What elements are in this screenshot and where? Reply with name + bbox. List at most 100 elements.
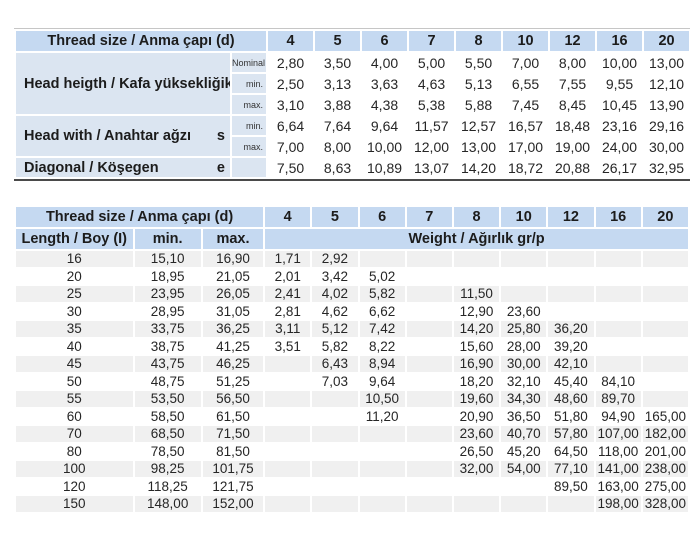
t2-length-cell: 16 [16,251,133,267]
table-row: 16 15,10 16,90 1,71 2,92 [16,251,688,267]
t2-weight-cell [406,303,452,319]
t2-weight-cell [501,286,547,302]
bolt-spec-sheet: Thread size / Anma çapı (d) 4 5 6 7 8 10 12 16 20… [14,28,691,514]
t1-value-cell: 29,16 [644,116,690,135]
t1-value-cell: 3,88 [315,95,361,114]
t2-weight-cell [359,443,405,459]
t1-value-cell: 8,63 [315,158,361,177]
t2-max-cell: 36,25 [202,321,264,337]
head-dimensions-table: Thread size / Anma çapı (d) 4 5 6 7 8 10 12 16 20… [14,29,691,179]
t2-weight-cell [406,268,452,284]
t2-weight-cell [548,268,594,284]
t2-weight-cell [548,303,594,319]
t2-weight-cell [453,496,500,512]
t2-weight-cell: 7,42 [359,321,405,337]
t2-min-cell: 33,75 [134,321,201,337]
table-row: Diagonal / Köşegen e 7,50 8,63 10,89 13,07 14,… [16,158,690,177]
t2-weight-cell [406,286,452,302]
t2-weight-cell [312,443,358,459]
row-group-label-text: Diagonal / Köşegen [24,159,159,176]
t2-diameter-header: 20 [642,207,688,227]
t1-value-cell: 5,88 [456,95,502,114]
t2-weight-cell [595,321,641,337]
t2-weight-cell [501,478,547,494]
t1-value-cell: 7,64 [315,116,361,135]
t2-weight-cell: 1,71 [265,251,311,267]
t1-diameter-header: 10 [503,31,549,51]
t2-weight-cell: 25,80 [501,321,547,337]
t1-value-cell: 26,17 [597,158,643,177]
table-row: 50 48,75 51,25 7,03 9,64 18,20 32,10 45,40 84,10 [16,373,688,389]
t2-weight-cell: 5,12 [312,321,358,337]
t1-value-cell: 13,00 [456,137,502,156]
t2-length-cell: 45 [16,356,133,372]
t1-sublabel: Nominal [232,53,267,72]
t2-weight-cell [359,461,405,477]
t2-weight-cell [406,443,452,459]
row-group-label-text: Head with / Anahtar ağzı [24,128,192,144]
t2-max-cell: 71,50 [202,426,264,442]
t2-weight-cell: 32,10 [501,373,547,389]
t1-value-cell: 12,10 [644,74,690,93]
t1-value-cell: 5,13 [456,74,502,93]
t2-diameter-header: 12 [548,207,594,227]
t1-value-cell: 20,88 [550,158,596,177]
t2-diameter-header: 16 [595,207,641,227]
t2-weight-cell [406,373,452,389]
t2-weight-cell: 4,02 [312,286,358,302]
t2-weight-cell [359,496,405,512]
t2-diameter-header: 10 [501,207,547,227]
t1-value-cell: 13,07 [409,158,455,177]
t1-value-cell: 4,38 [362,95,408,114]
row-group-symbol: e [216,159,225,176]
t1-value-cell: 8,00 [315,137,361,156]
t2-weight-cell: 2,41 [265,286,311,302]
t2-weight-cell [312,478,358,494]
t1-value-cell: 23,16 [597,116,643,135]
t2-weight-cell [501,268,547,284]
t2-weight-cell [312,391,358,407]
t1-value-cell: 16,57 [503,116,549,135]
t2-weight-cell: 54,00 [501,461,547,477]
t2-diameter-header: 8 [453,207,500,227]
t1-value-cell: 8,00 [550,53,596,72]
t1-value-cell: 7,50 [268,158,314,177]
row-group-symbol: k [224,75,230,92]
t2-weight-cell [548,496,594,512]
t2-weight-cell: 10,50 [359,391,405,407]
t1-value-cell: 9,55 [597,74,643,93]
t2-weight-cell [406,338,452,354]
t2-weight-cell: 32,00 [453,461,500,477]
t2-weight-cell: 6,62 [359,303,405,319]
t1-row-group-label-cell: Diagonal / Köşegen e [16,158,230,177]
t2-weight-cell: 5,02 [359,268,405,284]
t2-min-cell: 43,75 [134,356,201,372]
table-row: 80 78,50 81,50 26,50 45,20 64,50 118,00 201,00 [16,443,688,459]
row-group-symbol: s [216,128,225,144]
t2-max-cell: 46,25 [202,356,264,372]
t1-diameter-header: 7 [409,31,455,51]
t2-weight-cell [406,478,452,494]
t2-weight-cell [406,408,452,424]
t1-value-cell: 14,20 [456,158,502,177]
t2-weight-header: Weight / Ağırlık gr/p [265,229,688,249]
t2-min-header: min. [134,229,201,249]
t2-weight-cell: 3,11 [265,321,311,337]
t2-weight-cell: 12,90 [453,303,500,319]
t2-weight-cell [265,461,311,477]
t1-value-cell: 13,90 [644,95,690,114]
table-row: 35 33,75 36,25 3,11 5,12 7,42 14,20 25,80 36,20 [16,321,688,337]
t2-weight-cell: 40,70 [501,426,547,442]
t2-weight-cell [359,478,405,494]
t2-weight-cell: 2,01 [265,268,311,284]
table-row: max. 7,00 8,00 10,00 12,00 13,00 17,00 19,00 24,… [16,137,690,156]
t2-max-cell: 21,05 [202,268,264,284]
t2-weight-cell [265,426,311,442]
t1-sublabel: max. [232,137,267,156]
t1-value-cell: 7,45 [503,95,549,114]
t2-max-cell: 81,50 [202,443,264,459]
length-weight-table-wrap: Thread size / Anma çapı (d) 4 5 6 7 8 10 12 16 20… [14,205,690,514]
t2-max-cell: 16,90 [202,251,264,267]
t2-weight-cell: 163,00 [595,478,641,494]
table-row: 150 148,00 152,00 198,00 328,00 [16,496,688,512]
